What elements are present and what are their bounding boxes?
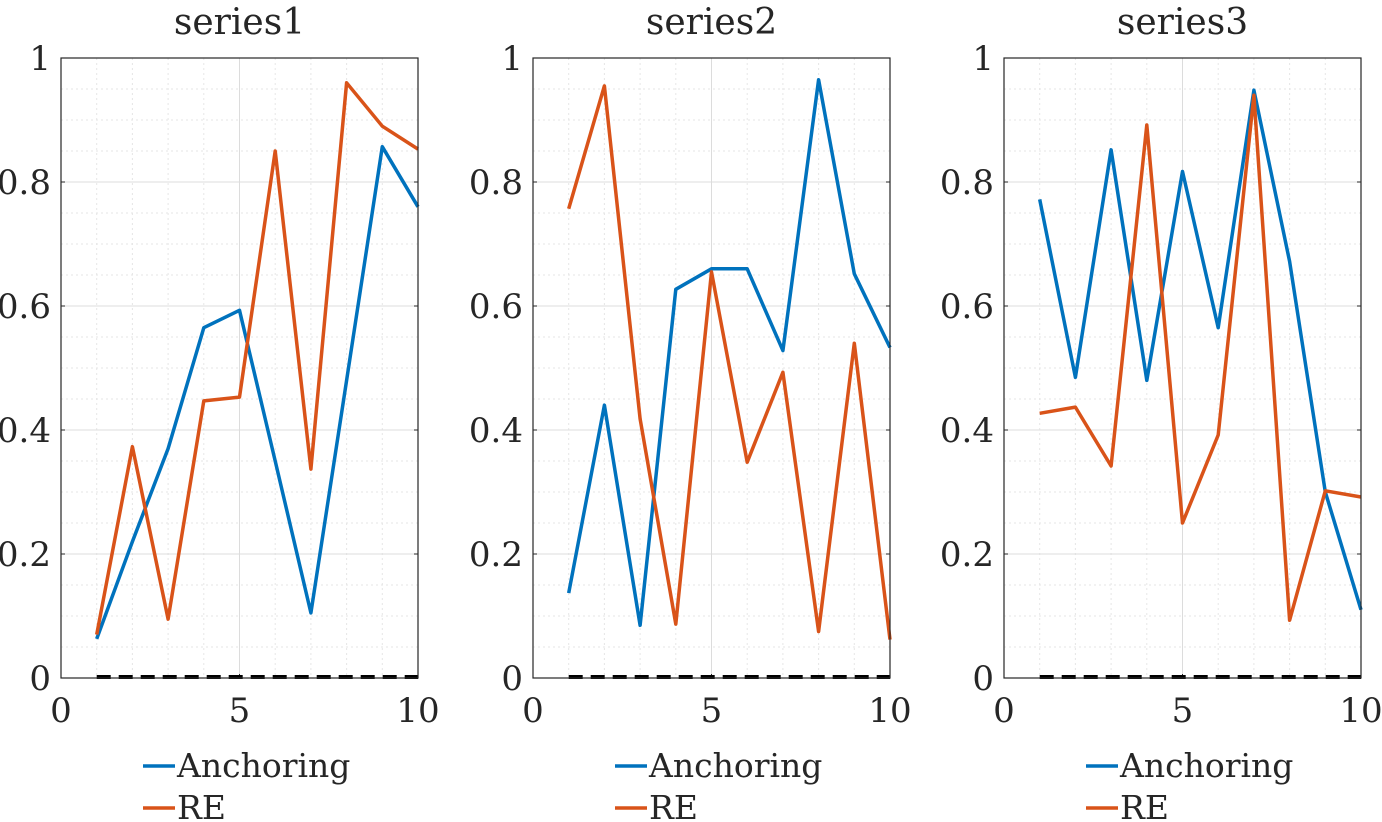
y-tick-label: 0.4 [940,411,994,451]
legend-label: Anchoring [648,746,822,785]
y-tick-label: 1 [972,39,994,79]
chart-title: series3 [1117,2,1248,43]
x-tick-label: 0 [522,691,544,731]
x-tick-label: 0 [50,691,72,731]
series-line-re [1039,93,1362,623]
x-tick-label: 0 [993,691,1015,731]
y-tick-label: 0.2 [469,535,523,575]
legend-label: RE [1120,788,1169,822]
x-tick-label: 5 [229,691,251,731]
legend-label: RE [649,788,698,822]
y-tick-label: 1 [501,39,523,79]
x-tick-label: 10 [396,691,439,731]
axes-box [60,57,419,679]
y-tick-label: 0.4 [469,411,523,451]
y-tick-label: 0.4 [0,411,51,451]
y-tick-label: 0.6 [469,287,523,327]
y-tick-label: 0 [972,659,994,699]
x-tick-label: 5 [701,691,723,731]
y-tick-label: 0.2 [940,535,994,575]
x-tick-label: 10 [1339,691,1382,731]
x-tick-label: 10 [868,691,911,731]
series-line-anchoring [1037,88,1363,611]
series-line-re [94,81,419,635]
y-tick-label: 0.6 [940,287,994,327]
y-tick-label: 0 [501,659,523,699]
y-tick-label: 0.8 [0,163,51,203]
legend-label: RE [177,788,226,822]
y-tick-label: 0.8 [469,163,523,203]
chart-title: series2 [646,2,777,43]
y-tick-label: 0.6 [0,287,51,327]
series-line-anchoring [95,144,420,640]
series-line-re [567,84,892,640]
y-tick-label: 1 [29,39,51,79]
x-tick-label: 5 [1172,691,1194,731]
series-line-anchoring [566,77,892,628]
y-tick-label: 0.2 [0,535,51,575]
legend-label: Anchoring [1119,746,1293,785]
axes-box [532,57,891,679]
axes-box [1003,57,1362,679]
y-tick-label: 0 [29,659,51,699]
chart-title: series1 [174,2,305,43]
legend-label: Anchoring [176,746,350,785]
y-tick-label: 0.8 [940,163,994,203]
